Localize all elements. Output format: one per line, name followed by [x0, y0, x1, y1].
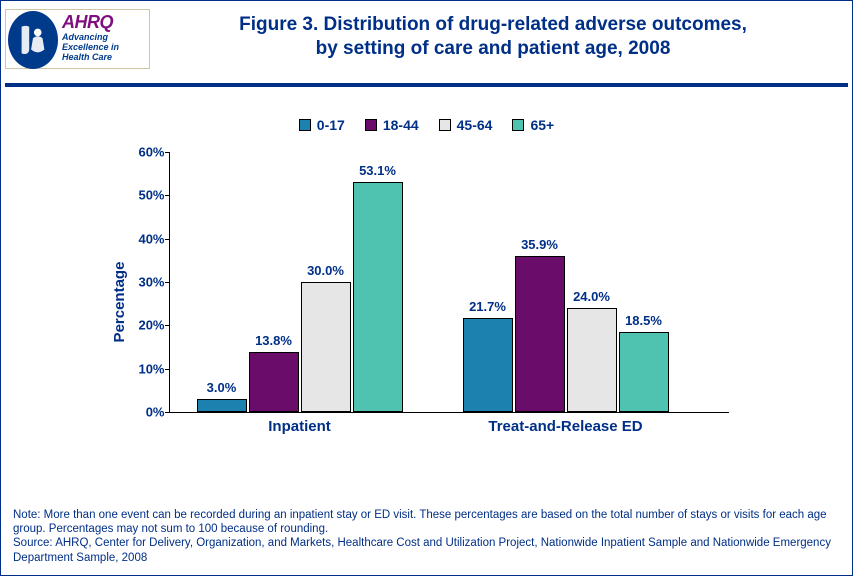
header: AHRQ Advancing Excellence in Health Care…	[1, 1, 852, 77]
y-tick-mark	[165, 325, 169, 326]
chart: Percentage 3.0%13.8%30.0%53.1%21.7%35.9%…	[107, 152, 747, 452]
y-tick-mark	[165, 282, 169, 283]
legend-label: 45-64	[457, 117, 493, 133]
figure-container: AHRQ Advancing Excellence in Health Care…	[0, 0, 853, 576]
y-tick-mark	[165, 152, 169, 153]
bar	[515, 256, 565, 412]
logo: AHRQ Advancing Excellence in Health Care	[5, 9, 150, 69]
legend-item: 45-64	[439, 117, 493, 133]
y-tick-label: 20%	[123, 318, 165, 333]
footnote-note: Note: More than one event can be recorde…	[13, 509, 827, 535]
legend-item: 18-44	[365, 117, 419, 133]
y-tick-mark	[165, 195, 169, 196]
legend-item: 0-17	[299, 117, 345, 133]
bar-value-label: 24.0%	[573, 289, 610, 304]
footnote: Note: More than one event can be recorde…	[13, 508, 840, 566]
legend-label: 65+	[530, 117, 554, 133]
ahrq-text: AHRQ Advancing Excellence in Health Care	[58, 10, 149, 68]
legend-swatch	[299, 119, 311, 131]
legend: 0-17 18-44 45-64 65+	[1, 117, 852, 134]
x-axis	[169, 412, 729, 413]
bar-value-label: 18.5%	[625, 313, 662, 328]
y-tick-label: 50%	[123, 188, 165, 203]
ahrq-tagline: Advancing Excellence in Health Care	[62, 33, 147, 63]
bar-value-label: 53.1%	[359, 163, 396, 178]
legend-label: 18-44	[383, 117, 419, 133]
y-tick-mark	[165, 239, 169, 240]
figure-title: Figure 3. Distribution of drug-related a…	[158, 9, 848, 61]
y-tick-label: 30%	[123, 275, 165, 290]
header-rule	[5, 83, 848, 87]
title-line-1: Figure 3. Distribution of drug-related a…	[158, 13, 828, 37]
bar-value-label: 21.7%	[469, 299, 506, 314]
bar	[463, 318, 513, 412]
legend-label: 0-17	[317, 117, 345, 133]
bar	[567, 308, 617, 412]
bar	[249, 352, 299, 412]
plot-area: 3.0% 13.8% 30.0% 53.1% 21.7% 35.9% 24.0% 18.5%	[169, 152, 729, 412]
legend-swatch	[439, 119, 451, 131]
bar-value-label: 13.8%	[255, 333, 292, 348]
ahrq-brand: AHRQ	[62, 13, 147, 31]
legend-swatch	[512, 119, 524, 131]
y-tick-label: 60%	[123, 145, 165, 160]
category-label: Treat-and-Release ED	[488, 418, 642, 435]
bar	[619, 332, 669, 412]
y-tick-mark	[165, 369, 169, 370]
bar-value-label: 35.9%	[521, 237, 558, 252]
bar	[353, 182, 403, 412]
y-tick-label: 0%	[123, 405, 165, 420]
bar	[301, 282, 351, 412]
y-tick-label: 40%	[123, 231, 165, 246]
legend-swatch	[365, 119, 377, 131]
title-line-2: by setting of care and patient age, 2008	[158, 37, 828, 61]
legend-item: 65+	[512, 117, 554, 133]
hhs-seal-icon	[8, 11, 58, 69]
bar-value-label: 3.0%	[207, 380, 237, 395]
y-tick-label: 10%	[123, 361, 165, 376]
y-tick-mark	[165, 412, 169, 413]
footnote-source: Source: AHRQ, Center for Delivery, Organ…	[13, 537, 831, 563]
bar-value-label: 30.0%	[307, 263, 344, 278]
category-label: Inpatient	[268, 418, 331, 435]
bar	[197, 399, 247, 412]
